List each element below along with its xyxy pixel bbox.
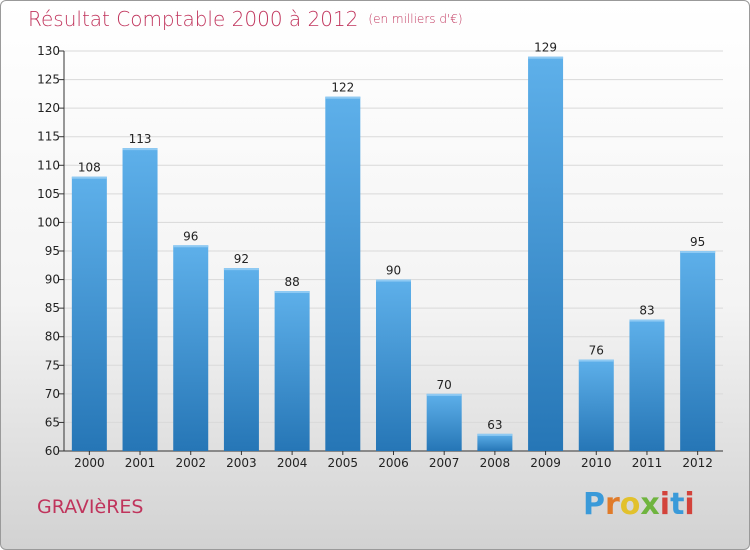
value-label-2006: 90 [386, 264, 401, 278]
y-tick-label: 95 [45, 244, 60, 258]
x-tick-label-2006: 2006 [378, 456, 409, 470]
y-tick-label: 75 [45, 358, 60, 372]
value-label-2001: 113 [129, 132, 152, 146]
y-tick-label: 65 [45, 415, 60, 429]
x-tick-label-2010: 2010 [581, 456, 612, 470]
bar-2005 [325, 96, 361, 451]
bar-2001 [122, 148, 158, 451]
bar-top-edge [629, 319, 665, 322]
value-label-2010: 76 [589, 344, 604, 358]
value-label-2003: 92 [234, 252, 249, 266]
y-tick-label: 120 [37, 101, 60, 115]
y-tick-label: 125 [37, 73, 60, 87]
bar-2000 [71, 176, 107, 451]
chart-title: Résultat Comptable 2000 à 2012 (en millie… [28, 7, 463, 31]
x-tick-label-2008: 2008 [480, 456, 511, 470]
value-label-2000: 108 [78, 161, 101, 175]
x-tick-label-2012: 2012 [682, 456, 713, 470]
y-tick-label: 130 [37, 44, 60, 58]
bar-top-edge [528, 56, 564, 59]
x-tick-label-2009: 2009 [530, 456, 561, 470]
x-tick-label-2003: 2003 [226, 456, 257, 470]
value-label-2009: 129 [534, 41, 557, 55]
proxiti-logo: Proxiti [583, 487, 695, 522]
value-label-2005: 122 [331, 81, 354, 95]
y-tick-label: 70 [45, 387, 60, 401]
bar-top-edge [122, 148, 158, 151]
x-tick-label-2000: 2000 [74, 456, 105, 470]
x-tick-label-2004: 2004 [277, 456, 308, 470]
bar-2010 [578, 359, 614, 451]
bar-top-edge [274, 291, 310, 293]
x-tick-label-2011: 2011 [632, 456, 663, 470]
y-tick-label: 80 [45, 330, 60, 344]
x-tick-label-2005: 2005 [328, 456, 359, 470]
bar-2003 [223, 268, 259, 451]
chart-unit: (en milliers d'€) [368, 12, 463, 26]
bar-top-edge [223, 268, 259, 271]
y-tick-label: 90 [45, 273, 60, 287]
y-tick-label: 60 [45, 444, 60, 458]
y-tick-label: 100 [37, 215, 60, 229]
bar-top-edge [376, 279, 411, 282]
bar-2011 [629, 319, 665, 451]
bar-top-edge [578, 359, 614, 362]
value-label-2002: 96 [183, 229, 198, 243]
value-label-2004: 88 [284, 275, 299, 289]
value-label-2008: 63 [487, 418, 502, 432]
y-tick-label: 105 [37, 187, 60, 201]
y-tick-label: 115 [37, 130, 60, 144]
commune-name: GRAVIèRES [37, 496, 144, 518]
bar-top-edge [325, 96, 361, 99]
y-tick-label: 85 [45, 301, 60, 315]
bar-top-edge [477, 433, 513, 436]
x-tick-label-2001: 2001 [125, 456, 156, 470]
chart-title-text: Résultat Comptable 2000 à 2012 [28, 7, 359, 31]
bar-2008 [477, 433, 513, 451]
bar-2012 [680, 251, 716, 451]
x-tick-label-2002: 2002 [175, 456, 206, 470]
bar-top-edge [426, 393, 462, 396]
bar-2009 [528, 56, 564, 451]
bar-top-edge [173, 245, 209, 248]
x-tick-label-2007: 2007 [429, 456, 460, 470]
y-tick-label: 110 [37, 158, 60, 172]
bar-top-edge [680, 251, 716, 253]
bar-top-edge [71, 176, 107, 179]
bar-2002 [173, 245, 209, 451]
value-label-2011: 83 [639, 304, 654, 318]
bar-2006 [376, 279, 411, 451]
bar-2004 [274, 291, 310, 451]
value-label-2007: 70 [437, 378, 452, 392]
bar-2007 [426, 393, 462, 451]
value-label-2012: 95 [690, 235, 705, 249]
